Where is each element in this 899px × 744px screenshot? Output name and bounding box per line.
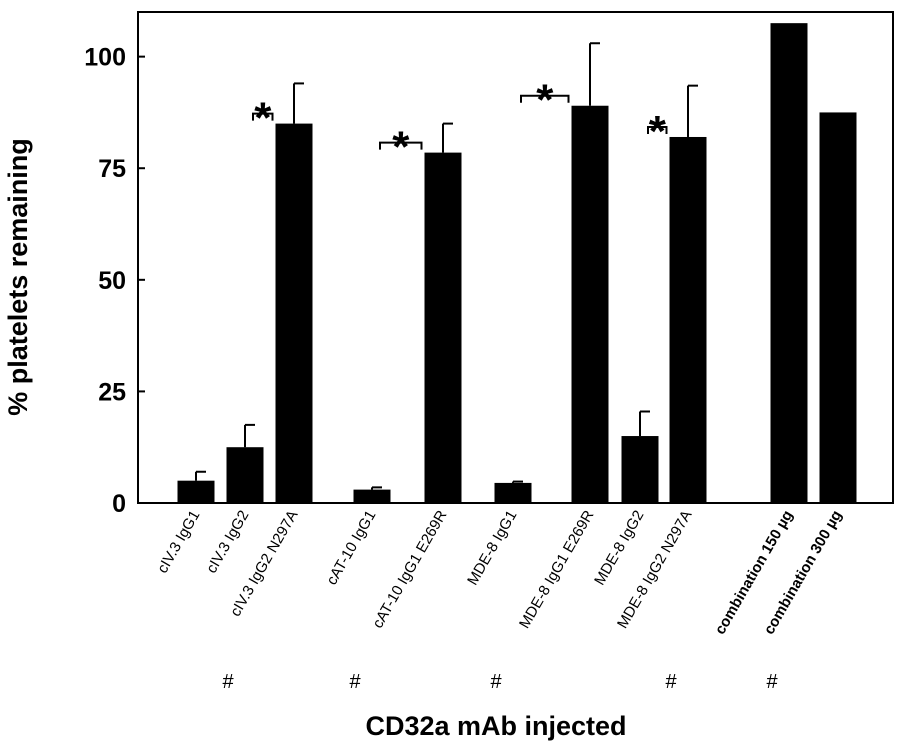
x-category-label: cAT-10 IgG1 E269R [369,507,450,631]
error-bar [639,410,650,437]
bar [353,489,391,503]
error-bar [589,42,600,106]
y-axis-ticks: 0 25 50 75 100 [84,44,145,518]
bars-layer [177,23,857,504]
x-category-label: cIV.3 IgG1 [154,508,203,577]
hash-marker: # [766,671,778,693]
error-bar [687,84,698,137]
bar [275,123,313,503]
significance-bracket: * [647,107,668,156]
x-category-label: MDE-8 IgG2 [591,508,647,589]
bar [177,480,215,503]
bar [571,105,609,504]
bar [424,152,462,503]
significance-star: * [254,94,272,143]
error-bar [371,486,382,490]
y-tick-label: 25 [98,378,126,406]
significance-star: * [392,123,410,172]
significance-bracket: * [520,76,570,125]
hash-marker: # [349,671,361,693]
bar [669,136,707,503]
hash-marker: # [222,671,234,693]
bar [494,482,532,503]
significance-bracket: * [252,94,274,143]
x-axis-title: CD32a mAb injected [365,711,626,741]
bar [621,436,659,503]
significance-bracket: * [379,123,423,172]
error-bar [512,480,523,483]
error-bar [293,82,304,124]
x-category-label: MDE-8 IgG1 E269R [516,507,598,631]
y-tick-label: 0 [112,490,126,518]
bar [226,447,264,503]
x-category-label: cIV.3 IgG2 [203,508,252,577]
y-axis-title: % platelets remaining [3,138,33,416]
error-bar [442,122,453,153]
error-bars-layer [195,42,698,490]
significance-layer: * * * * [252,76,668,172]
error-bar [244,423,255,448]
bar [819,112,857,503]
y-tick-label: 100 [84,44,126,72]
hash-markers-layer: # # # # # [222,671,778,693]
significance-star: * [649,107,667,156]
y-tick-label: 75 [98,155,126,183]
error-bar [195,470,206,481]
x-category-label: cAT-10 IgG1 [323,508,379,588]
y-tick-label: 50 [98,267,126,295]
hash-marker: # [490,671,502,693]
significance-star: * [536,76,554,125]
bar [770,23,808,504]
x-category-label: MDE-8 IgG1 [464,508,520,589]
hash-marker: # [665,671,677,693]
